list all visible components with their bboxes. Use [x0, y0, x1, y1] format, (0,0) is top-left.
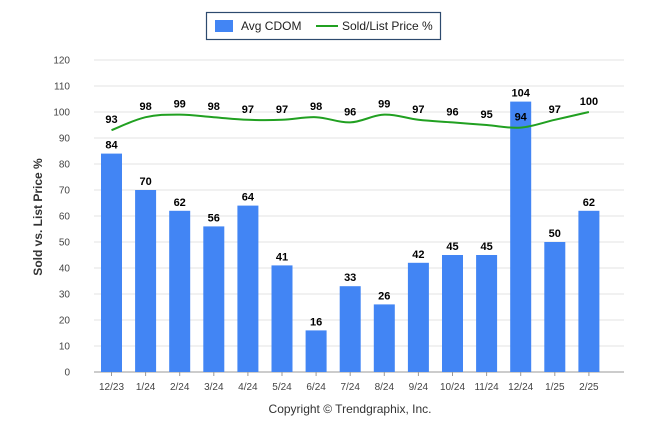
- bar-data-labels: 84 70 62 56 64 41 16 33 26 42 45 45 104 50 62: [105, 88, 595, 329]
- x-tick-label: 12/24: [508, 382, 533, 393]
- x-tick-label: 3/24: [204, 382, 224, 393]
- y-tick-label: 30: [59, 290, 71, 301]
- legend-bar-swatch: [215, 20, 233, 32]
- y-tick-label: 40: [59, 264, 71, 275]
- copyright-credit: Copyright © Trendgraphix, Inc.: [269, 402, 432, 416]
- bar: [305, 330, 327, 372]
- y-axis-title: Sold vs. List Price %: [31, 158, 45, 276]
- bar-data-label: 70: [139, 176, 151, 188]
- bar-data-label: 62: [583, 197, 595, 209]
- bar: [476, 255, 498, 372]
- x-tick-label: 6/24: [306, 382, 326, 393]
- bar-data-label: 62: [174, 197, 186, 209]
- legend-line-label: Sold/List Price %: [342, 19, 433, 33]
- y-tick-label: 90: [59, 134, 71, 145]
- bar-data-label: 50: [549, 228, 561, 240]
- line-data-label: 99: [174, 99, 186, 111]
- line-data-label: 93: [105, 114, 117, 126]
- y-tick-label: 20: [59, 316, 71, 327]
- line-data-label: 100: [580, 96, 598, 108]
- y-tick-label: 110: [54, 82, 70, 93]
- legend-bar-label: Avg CDOM: [241, 19, 301, 33]
- bar-data-label: 33: [344, 272, 356, 284]
- bar: [373, 304, 395, 372]
- x-tick-label: 1/24: [136, 382, 156, 393]
- x-tick-label: 9/24: [409, 382, 429, 393]
- bar: [510, 101, 532, 372]
- bar-data-label: 16: [310, 316, 322, 328]
- y-tick-label: 100: [53, 108, 70, 119]
- bar-data-label: 45: [480, 241, 492, 253]
- line-path: [111, 111, 590, 132]
- bar: [203, 226, 225, 372]
- x-tick-label: 12/23: [99, 382, 124, 393]
- line-data-label: 97: [549, 104, 561, 116]
- bar: [135, 190, 157, 372]
- x-tick-label: 7/24: [340, 382, 360, 393]
- bar: [578, 210, 600, 372]
- x-tick-label: 8/24: [375, 382, 395, 393]
- bar: [442, 255, 463, 372]
- bar: [544, 242, 566, 372]
- bar-data-label: 41: [276, 251, 288, 263]
- x-tick-label: 11/24: [474, 382, 499, 393]
- line-data-label: 97: [412, 104, 424, 116]
- y-axis-ticks: 0 10 20 30 40 50 60 70 80 90 100 110 120: [53, 56, 70, 379]
- bar-data-label: 104: [512, 88, 531, 100]
- line-data-label: 97: [242, 104, 254, 116]
- line-data-label: 95: [480, 109, 492, 121]
- bar-series: [101, 101, 600, 372]
- line-data-label: 98: [139, 101, 151, 113]
- x-tick-label: 5/24: [272, 382, 292, 393]
- bar-data-label: 64: [242, 192, 255, 204]
- y-tick-label: 60: [59, 212, 71, 223]
- bar: [339, 286, 361, 372]
- x-tick-label: 4/24: [238, 382, 258, 393]
- y-tick-label: 80: [59, 160, 71, 171]
- line-data-label: 99: [378, 99, 390, 111]
- bar: [237, 205, 259, 372]
- legend: Avg CDOM Sold/List Price %: [205, 11, 442, 41]
- line-data-label: 98: [310, 101, 322, 113]
- bar: [407, 262, 429, 372]
- y-tick-label: 120: [53, 56, 70, 67]
- line-data-label: 98: [208, 101, 220, 113]
- y-tick-label: 10: [59, 342, 71, 353]
- y-tick-label: 70: [59, 186, 71, 197]
- bar-data-label: 42: [412, 249, 424, 261]
- bar-data-label: 26: [378, 290, 390, 302]
- line-data-label: 97: [276, 104, 288, 116]
- line-data-label: 94: [515, 112, 528, 124]
- x-tick-label: 1/25: [545, 382, 565, 393]
- x-axis-ticks: 12/23 1/24 2/24 3/24 4/24 5/24 6/24 7/24 8/24 9/2…: [99, 372, 599, 393]
- bar-data-label: 56: [208, 212, 220, 224]
- bar: [169, 210, 191, 372]
- y-tick-label: 50: [59, 238, 71, 249]
- bar-data-label: 45: [446, 241, 458, 253]
- bar-data-label: 84: [105, 140, 118, 152]
- line-data-label: 96: [344, 106, 356, 118]
- bar: [101, 153, 122, 372]
- x-tick-label: 10/24: [440, 382, 465, 393]
- x-tick-label: 2/25: [579, 382, 599, 393]
- bar: [271, 265, 293, 372]
- line-series: 93 98 99 98 97 97 98 96 99 97 96 95 94 97 100: [105, 96, 598, 132]
- y-tick-label: 0: [64, 368, 70, 379]
- x-tick-label: 2/24: [170, 382, 190, 393]
- line-data-label: 96: [446, 106, 458, 118]
